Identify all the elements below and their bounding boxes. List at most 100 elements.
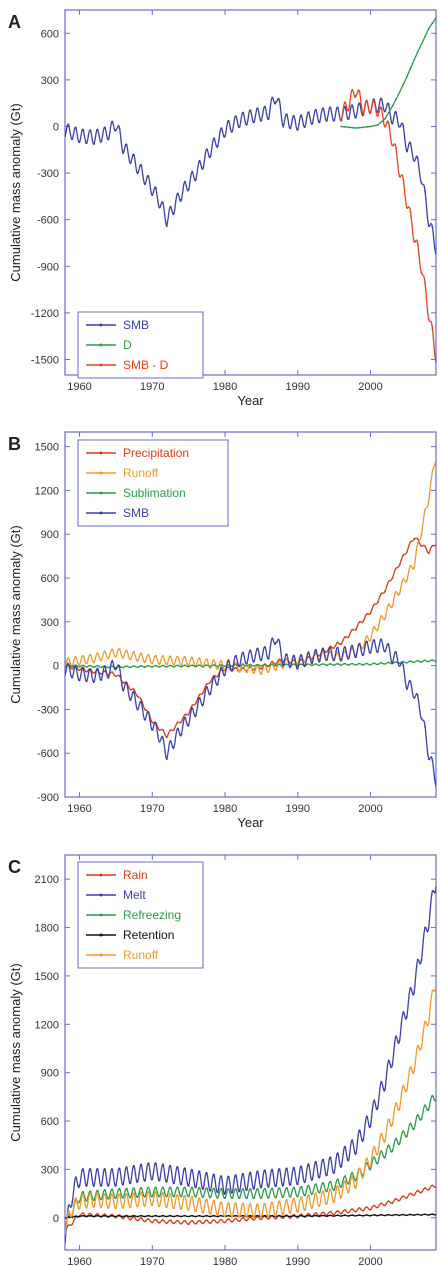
- data-point: [376, 1162, 379, 1164]
- data-point: [162, 729, 165, 732]
- data-point: [249, 1214, 252, 1217]
- y-tick-label: 600: [41, 573, 59, 585]
- data-point: [420, 43, 423, 46]
- data-point: [387, 580, 390, 583]
- data-point: [271, 1187, 274, 1190]
- data-point: [184, 1195, 186, 1197]
- data-point: [184, 1186, 186, 1189]
- data-point: [169, 1193, 172, 1195]
- data-point: [391, 1214, 394, 1217]
- data-point: [96, 128, 99, 131]
- data-point: [191, 1220, 194, 1222]
- data-point: [369, 1165, 372, 1168]
- data-point: [416, 243, 419, 246]
- data-point: [289, 1212, 292, 1214]
- data-point: [158, 666, 161, 668]
- data-point: [147, 664, 150, 667]
- data-point: [435, 253, 436, 256]
- data-point: [173, 1215, 176, 1218]
- x-axis-label: Year: [237, 393, 264, 408]
- data-point: [311, 662, 314, 664]
- data-point: [264, 1169, 266, 1172]
- legend-label: Retention: [123, 928, 174, 942]
- data-point: [162, 1163, 165, 1166]
- data-point: [71, 138, 74, 141]
- data-point: [413, 537, 416, 540]
- data-point: [202, 1188, 205, 1190]
- data-point: [93, 666, 95, 668]
- data-point: [427, 500, 430, 503]
- data-point: [387, 1200, 390, 1203]
- data-point: [176, 664, 179, 667]
- data-point: [304, 125, 306, 128]
- data-point: [180, 1215, 183, 1218]
- data-point: [144, 1179, 146, 1182]
- data-point: [165, 1206, 168, 1208]
- data-point: [158, 663, 161, 665]
- x-tick-label: 2000: [358, 803, 382, 815]
- data-point: [85, 666, 88, 668]
- data-point: [176, 721, 179, 724]
- data-point: [140, 698, 143, 701]
- data-point: [220, 1218, 223, 1221]
- data-point: [387, 111, 390, 114]
- data-point: [264, 1188, 266, 1190]
- data-point: [155, 187, 157, 190]
- data-point: [96, 1189, 99, 1192]
- data-point: [402, 125, 405, 128]
- data-point: [122, 1206, 125, 1209]
- data-point: [304, 1215, 306, 1218]
- data-point: [376, 115, 379, 117]
- data-point: [315, 1214, 317, 1217]
- data-point: [307, 1214, 310, 1217]
- data-point: [311, 1215, 314, 1218]
- data-point: [242, 651, 245, 654]
- data-point: [267, 118, 270, 120]
- data-point: [424, 190, 426, 193]
- y-tick-label: -1500: [31, 354, 59, 366]
- data-point: [420, 717, 423, 720]
- data-point: [311, 1206, 314, 1209]
- data-point: [304, 1208, 306, 1211]
- data-point: [413, 697, 416, 699]
- data-point: [275, 101, 277, 103]
- data-point: [322, 1211, 325, 1214]
- legend-label: Precipitation: [123, 446, 189, 460]
- data-point: [355, 1186, 357, 1189]
- data-point: [431, 22, 434, 25]
- data-point: [162, 202, 165, 205]
- panel-B: B -900 -600 -300 0 300 600 900 1200 1500 1960 1970 1…: [8, 431, 437, 830]
- data-point: [387, 603, 390, 606]
- data-point: [140, 1163, 143, 1166]
- data-point: [96, 665, 99, 667]
- data-point: [184, 713, 186, 716]
- data-point: [398, 1107, 401, 1110]
- data-point: [224, 665, 226, 668]
- data-point: [198, 657, 201, 660]
- data-point: [380, 107, 383, 110]
- data-point: [155, 1186, 157, 1189]
- data-point: [326, 664, 328, 667]
- data-point: [300, 1214, 303, 1217]
- data-point: [176, 655, 179, 658]
- data-point: [362, 664, 365, 666]
- data-point: [78, 663, 81, 666]
- data-point: [67, 1216, 70, 1218]
- data-point: [220, 1188, 223, 1190]
- data-point: [125, 144, 128, 147]
- data-point: [85, 1199, 88, 1202]
- data-point: [435, 886, 436, 889]
- data-point: [366, 1206, 368, 1208]
- data-point: [260, 119, 263, 122]
- data-point: [136, 1219, 139, 1222]
- data-point: [129, 1218, 132, 1221]
- data-point: [384, 1214, 386, 1217]
- data-point: [307, 111, 310, 114]
- data-point: [369, 111, 372, 114]
- data-point: [71, 667, 74, 670]
- data-point: [246, 671, 248, 674]
- data-point: [300, 663, 303, 666]
- data-point: [318, 1191, 321, 1194]
- data-point: [253, 1187, 256, 1190]
- data-point: [191, 1196, 194, 1198]
